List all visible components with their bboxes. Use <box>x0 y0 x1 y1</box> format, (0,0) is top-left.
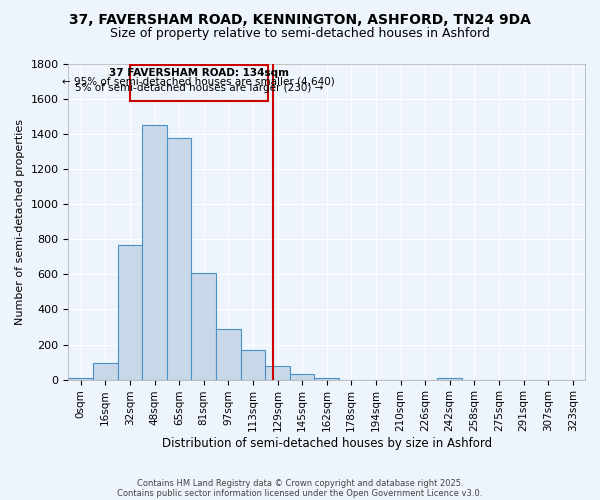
FancyBboxPatch shape <box>130 65 268 101</box>
Bar <box>265 366 290 380</box>
Text: 37, FAVERSHAM ROAD, KENNINGTON, ASHFORD, TN24 9DA: 37, FAVERSHAM ROAD, KENNINGTON, ASHFORD,… <box>69 12 531 26</box>
Bar <box>314 378 339 380</box>
Text: 37 FAVERSHAM ROAD: 134sqm: 37 FAVERSHAM ROAD: 134sqm <box>109 68 289 78</box>
Text: ← 95% of semi-detached houses are smaller (4,640): ← 95% of semi-detached houses are smalle… <box>62 76 335 86</box>
Text: Size of property relative to semi-detached houses in Ashford: Size of property relative to semi-detach… <box>110 28 490 40</box>
X-axis label: Distribution of semi-detached houses by size in Ashford: Distribution of semi-detached houses by … <box>161 437 492 450</box>
Text: Contains public sector information licensed under the Open Government Licence v3: Contains public sector information licen… <box>118 488 482 498</box>
Bar <box>93 363 118 380</box>
Bar <box>191 272 216 380</box>
Bar <box>290 374 314 380</box>
Text: 5% of semi-detached houses are larger (230) →: 5% of semi-detached houses are larger (2… <box>74 84 323 94</box>
Bar <box>142 126 167 380</box>
Bar <box>167 138 191 380</box>
Bar <box>216 329 241 380</box>
Text: Contains HM Land Registry data © Crown copyright and database right 2025.: Contains HM Land Registry data © Crown c… <box>137 478 463 488</box>
Bar <box>241 350 265 380</box>
Y-axis label: Number of semi-detached properties: Number of semi-detached properties <box>15 119 25 325</box>
Bar <box>437 378 462 380</box>
Bar <box>118 244 142 380</box>
Bar <box>68 378 93 380</box>
